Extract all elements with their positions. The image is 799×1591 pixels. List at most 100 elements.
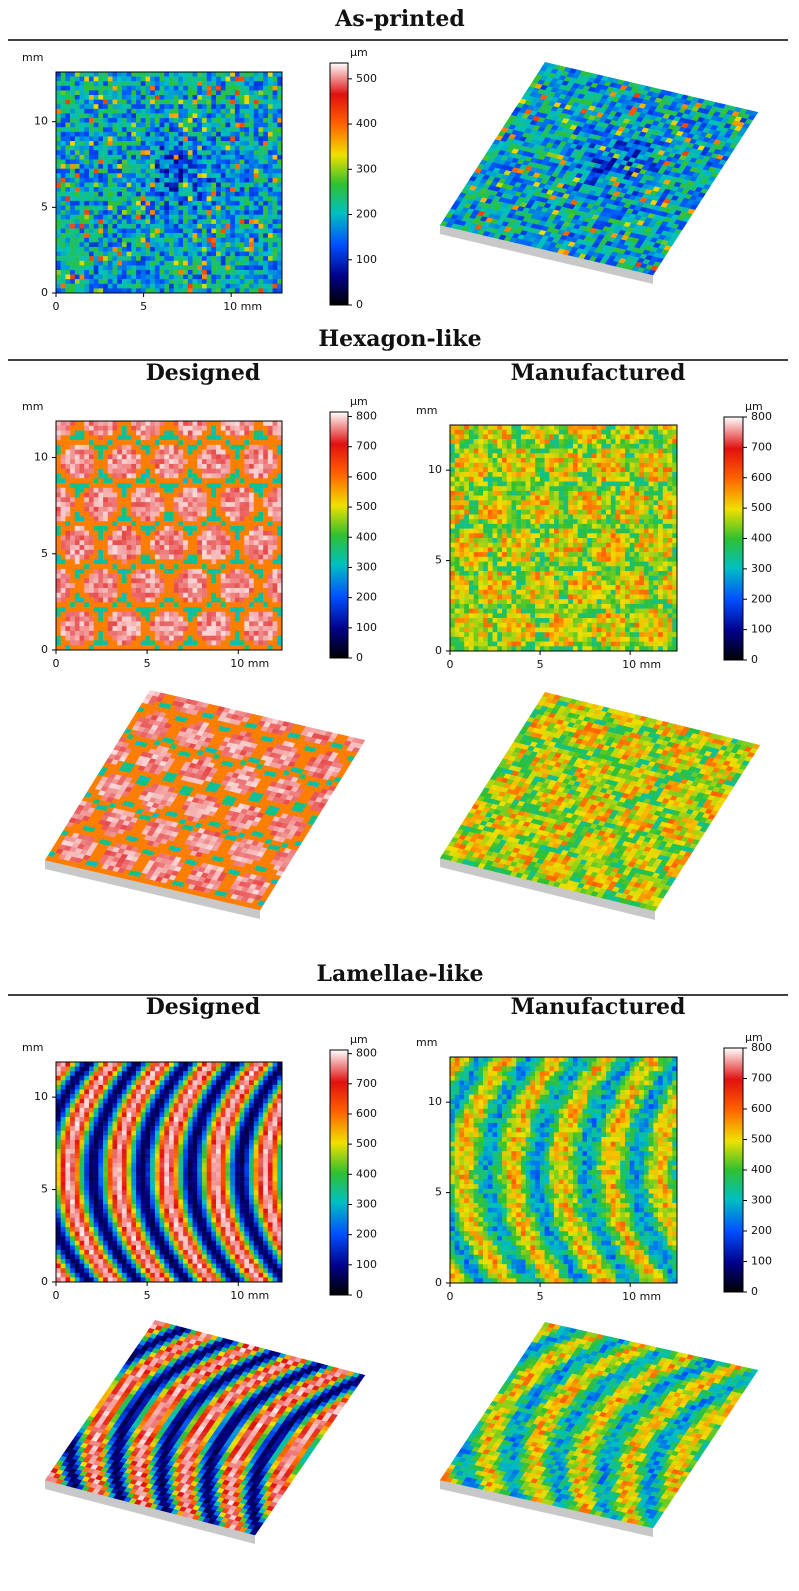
height-cell xyxy=(178,256,183,261)
height-cell xyxy=(216,164,221,169)
height-cell xyxy=(263,109,268,114)
height-cell xyxy=(136,536,141,541)
height-cell xyxy=(202,127,207,132)
height-cell xyxy=(65,555,70,560)
height-cell xyxy=(122,478,127,483)
height-cell xyxy=(244,178,249,183)
height-cell xyxy=(122,242,127,247)
height-cell xyxy=(183,219,188,224)
height-cell xyxy=(98,109,103,114)
height-cell xyxy=(127,187,132,192)
height-cell xyxy=(164,270,169,275)
height-cell xyxy=(89,270,94,275)
height-cell xyxy=(98,421,103,426)
height-cell xyxy=(113,118,118,123)
height-cell xyxy=(113,555,118,560)
height-cell xyxy=(160,169,165,174)
height-cell xyxy=(164,113,169,118)
height-cell xyxy=(80,636,85,641)
height-cell xyxy=(150,607,155,612)
height-cell xyxy=(169,247,174,252)
height-cell xyxy=(268,284,273,289)
height-cell xyxy=(211,141,216,146)
height-cell xyxy=(258,192,263,197)
height-cell xyxy=(117,483,122,488)
height-cell xyxy=(273,118,278,123)
height-cell xyxy=(122,588,127,593)
height-cell xyxy=(235,104,240,109)
height-cell xyxy=(155,478,160,483)
height-cell xyxy=(70,440,75,445)
height-cell xyxy=(277,155,282,160)
height-cell xyxy=(169,229,174,234)
height-cell xyxy=(122,100,127,105)
height-cell xyxy=(211,72,216,77)
height-cell xyxy=(150,626,155,631)
height-cell xyxy=(141,574,146,579)
height-cell xyxy=(80,187,85,192)
height-cell xyxy=(258,150,263,155)
height-cell xyxy=(235,77,240,82)
height-cell xyxy=(84,159,89,164)
height-cell xyxy=(80,252,85,257)
height-cell xyxy=(211,178,216,183)
height-cell xyxy=(193,118,198,123)
height-cell xyxy=(145,564,150,569)
height-cell xyxy=(183,141,188,146)
height-cell xyxy=(98,612,103,617)
height-cell xyxy=(94,483,99,488)
height-cell xyxy=(207,252,212,257)
height-cell xyxy=(211,136,216,141)
height-cell xyxy=(65,631,70,636)
height-cell xyxy=(169,261,174,266)
height-cell xyxy=(263,210,268,215)
height-cell xyxy=(221,242,226,247)
height-cell xyxy=(89,201,94,206)
height-cell xyxy=(155,626,160,631)
height-cell xyxy=(150,516,155,521)
height-cell xyxy=(80,626,85,631)
height-cell xyxy=(268,113,273,118)
height-cell xyxy=(141,210,146,215)
height-cell xyxy=(164,173,169,178)
height-cell xyxy=(80,445,85,450)
height-cell xyxy=(211,275,216,280)
height-cell xyxy=(141,136,146,141)
height-cell xyxy=(150,636,155,641)
height-cell xyxy=(122,459,127,464)
height-cell xyxy=(277,159,282,164)
height-cell xyxy=(273,95,278,100)
height-cell xyxy=(56,583,61,588)
height-cell xyxy=(80,545,85,550)
height-cell xyxy=(150,545,155,550)
height-cell xyxy=(188,77,193,82)
height-cell xyxy=(117,588,122,593)
height-cell xyxy=(150,445,155,450)
height-cell xyxy=(75,261,80,266)
height-cell xyxy=(108,233,113,238)
height-cell xyxy=(136,521,141,526)
height-cell xyxy=(268,118,273,123)
height-cell xyxy=(122,95,127,100)
height-cell xyxy=(84,588,89,593)
height-cell xyxy=(56,192,61,197)
height-cell xyxy=(75,178,80,183)
height-cell xyxy=(240,86,245,91)
height-cell xyxy=(131,540,136,545)
height-cell xyxy=(127,493,132,498)
height-cell xyxy=(141,459,146,464)
height-cell xyxy=(84,545,89,550)
height-cell xyxy=(70,569,75,574)
height-cell xyxy=(70,445,75,450)
height-cell xyxy=(127,516,132,521)
height-cell xyxy=(108,431,113,436)
height-cell xyxy=(131,521,136,526)
height-cell xyxy=(258,72,263,77)
height-cell xyxy=(70,127,75,132)
height-cell xyxy=(155,279,160,284)
height-cell xyxy=(145,645,150,650)
height-cell xyxy=(155,550,160,555)
height-cell xyxy=(254,224,259,229)
height-cell xyxy=(94,540,99,545)
height-cell xyxy=(150,118,155,123)
